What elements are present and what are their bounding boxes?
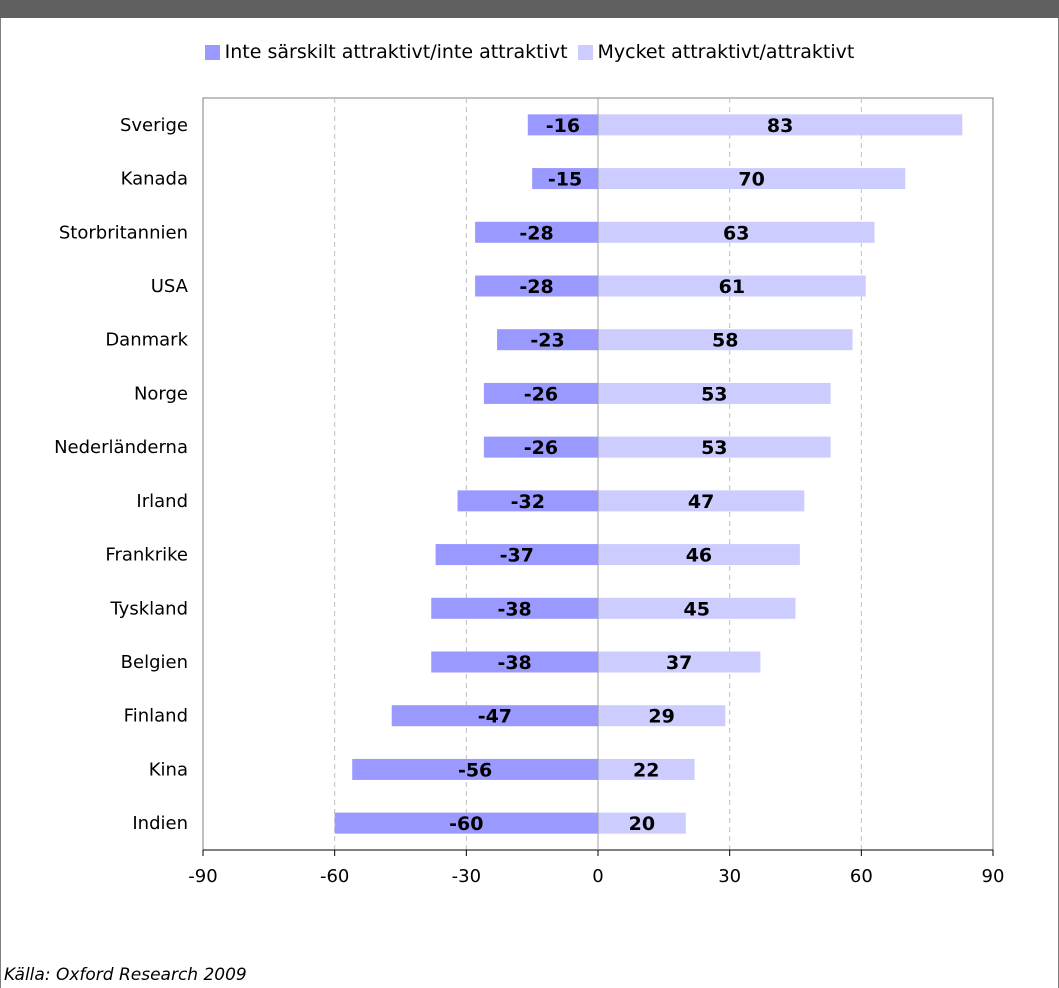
bar-negative [435,544,598,566]
x-tick-label: 30 [718,866,741,887]
legend-item-negative: Inte särskilt attraktivt/inte attraktivt [204,41,568,63]
bar-positive [598,382,831,404]
bar-negative [431,651,598,673]
data-label-positive: 63 [723,222,749,244]
bar-positive [598,544,800,566]
bar-negative [457,490,598,512]
bar-negative [334,812,598,834]
bar-positive [598,221,875,243]
bar-positive [598,436,831,458]
x-tick-label: -90 [188,866,217,887]
data-label-negative: -23 [530,330,564,352]
bar-positive [598,705,726,727]
data-label-negative: -37 [500,545,534,567]
data-label-negative: -26 [524,437,558,459]
data-label-positive: 53 [701,437,727,459]
category-label: Danmark [105,330,188,351]
category-label: Irland [136,491,188,512]
x-tick-label: -60 [320,866,349,887]
data-label-negative: -56 [458,759,492,781]
data-label-positive: 20 [629,813,655,835]
bar-negative [475,221,598,243]
x-tick-label: 90 [982,866,1005,887]
category-label: Kanada [121,169,188,190]
data-label-negative: -38 [497,652,531,674]
data-label-negative: -28 [519,222,553,244]
data-label-positive: 53 [701,383,727,405]
data-label-negative: -60 [449,813,483,835]
bar-negative [483,436,598,458]
x-tick-label: 0 [592,866,603,887]
category-label: USA [151,276,189,297]
data-label-negative: -28 [519,276,553,298]
bar-negative [532,168,598,190]
data-label-positive: 22 [633,759,659,781]
legend-item-positive: Mycket attraktivt/attraktivt [577,41,855,63]
bar-positive [598,329,853,351]
category-label: Kina [149,759,188,780]
bar-positive [598,490,805,512]
legend-label-positive: Mycket attraktivt/attraktivt [597,41,855,63]
category-label: Sverige [120,115,188,136]
bar-positive [598,758,695,780]
category-label: Finland [124,706,188,727]
data-label-positive: 46 [686,545,712,567]
data-label-negative: -38 [497,598,531,620]
data-label-positive: 83 [767,115,793,137]
legend-swatch-negative [204,44,220,60]
bar-negative [497,329,598,351]
chart-legend: Inte särskilt attraktivt/inte attraktivt… [0,38,1059,66]
data-label-negative: -47 [478,706,512,728]
category-label: Nederländerna [54,437,188,458]
bar-positive [598,812,686,834]
bar-positive [598,597,796,619]
data-label-positive: 58 [712,330,738,352]
category-label: Indien [132,813,188,834]
data-label-positive: 47 [688,491,714,513]
x-tick-label: -30 [452,866,481,887]
category-label: Tyskland [109,598,188,619]
bar-negative [527,114,598,136]
data-label-negative: -32 [511,491,545,513]
data-label-negative: -15 [548,169,582,191]
data-label-positive: 37 [666,652,692,674]
bar-negative [475,275,598,297]
bar-positive [598,651,761,673]
data-label-positive: 61 [719,276,745,298]
bar-negative [391,705,598,727]
bar-positive [598,168,906,190]
bar-positive [598,114,963,136]
x-tick-label: 60 [850,866,873,887]
legend-swatch-positive [577,44,593,60]
bar-negative [431,597,598,619]
category-label: Storbritannien [59,222,188,243]
data-label-negative: -26 [524,383,558,405]
data-label-negative: -16 [546,115,580,137]
data-label-positive: 45 [684,598,710,620]
category-label: Belgien [121,652,188,673]
category-label: Frankrike [105,545,188,566]
legend-label-negative: Inte särskilt attraktivt/inte attraktivt [224,41,568,63]
bar-negative [352,758,598,780]
data-label-positive: 70 [738,169,764,191]
source-note: Källa: Oxford Research 2009 [4,965,247,985]
bar-negative [483,382,598,404]
bar-positive [598,275,866,297]
header-bar [0,0,1059,18]
category-label: Norge [134,383,188,404]
data-label-positive: 29 [648,706,674,728]
